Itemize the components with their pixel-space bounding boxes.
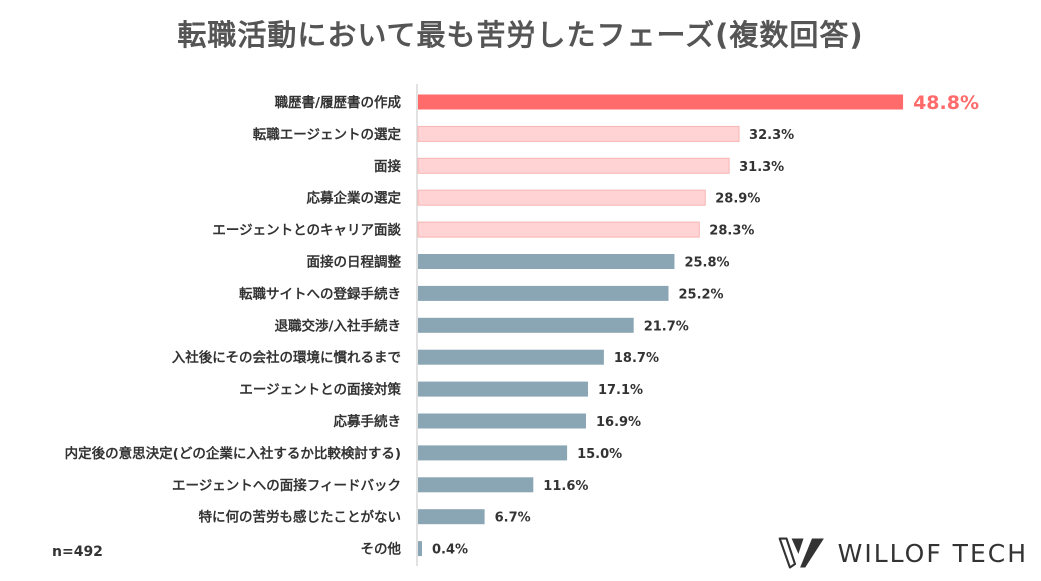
bar-8 [418, 317, 634, 333]
category-label-3: 面接 [374, 158, 401, 175]
bar-2 [417, 125, 740, 142]
value-label-10: 17.1% [598, 383, 643, 398]
sample-size-note: n=492 [52, 544, 103, 560]
bar-10 [418, 381, 588, 397]
category-label-5: エージェントとのキャリア面談 [212, 222, 401, 239]
category-label-6: 面接の日程調整 [307, 254, 402, 271]
bar-3 [417, 157, 730, 174]
category-label-10: エージェントとの面接対策 [239, 381, 401, 398]
value-label-11: 16.9% [596, 415, 641, 430]
value-label-7: 25.2% [678, 287, 723, 302]
category-label-8: 退職交渉/入社手続き [275, 317, 401, 334]
bar-14 [418, 509, 485, 525]
category-label-13: エージェントへの面接フィードバック [172, 477, 401, 494]
bars-layer: 職歴書/履歴書の作成 48.8% 転職エージェントの選定 32.3% 面接 31.3% 応募… [65, 92, 979, 558]
category-label-4: 応募企業の選定 [307, 190, 402, 207]
value-label-8: 21.7% [644, 319, 689, 334]
bar-11 [418, 413, 586, 429]
bar-4 [417, 189, 706, 206]
willof-w-logo-icon [778, 537, 824, 569]
bar-7 [418, 285, 669, 301]
category-label-2: 転職エージェントの選定 [253, 126, 402, 143]
value-label-12: 15.0% [577, 447, 622, 462]
value-label-2: 32.3% [749, 128, 794, 143]
value-label-14: 6.7% [495, 511, 531, 526]
category-label-1: 職歴書/履歴書の作成 [275, 94, 402, 111]
bar-5 [417, 221, 700, 238]
brand-logo: WILLOF TECH [778, 530, 1028, 576]
bar-15 [418, 541, 422, 557]
category-label-12: 内定後の意思決定(どの企業に入社するか比較検討する) [65, 445, 401, 462]
value-label-1: 48.8% [913, 92, 979, 114]
bar-9 [418, 349, 604, 365]
value-label-3: 31.3% [739, 160, 784, 175]
category-label-14: 特に何の苦労も感じたことがない [199, 509, 402, 526]
value-label-9: 18.7% [614, 351, 659, 366]
category-label-11: 応募手続き [334, 413, 402, 430]
value-label-6: 25.8% [684, 256, 729, 271]
category-label-9: 入社後にその会社の環境に慣れるまで [172, 349, 401, 366]
chart-title: 転職活動において最も苦労したフェーズ(複数回答) [177, 18, 864, 52]
category-label-7: 転職サイトへの登録手続き [239, 285, 401, 302]
bar-6 [418, 254, 675, 269]
value-label-13: 11.6% [543, 479, 588, 494]
value-label-5: 28.3% [709, 224, 754, 239]
bar-13 [418, 477, 534, 493]
bar-1 [418, 94, 904, 110]
brand-name: WILLOF TECH [837, 538, 1028, 568]
value-label-15: 0.4% [432, 543, 468, 558]
value-label-4: 28.9% [715, 192, 760, 207]
category-label-15: その他 [361, 541, 402, 558]
bar-12 [418, 445, 568, 461]
